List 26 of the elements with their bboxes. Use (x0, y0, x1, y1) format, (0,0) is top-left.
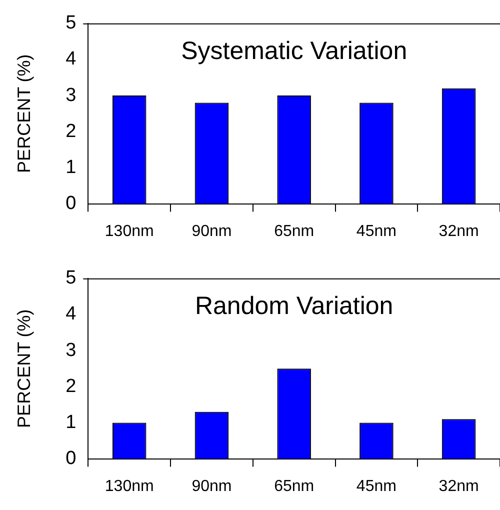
text: Random Variation (194, 292, 394, 320)
y-axis-title: PERCENT (%) (14, 309, 34, 428)
x-tick-label: 90nm (192, 478, 232, 495)
x-tick-label: 90nm (192, 222, 232, 240)
y-tick-label: 2 (66, 376, 76, 397)
x-tick-label: 65nm (274, 222, 314, 240)
y-tick-label: 3 (66, 340, 76, 361)
x-tick-label: 32nm (438, 478, 479, 495)
x-tick-label: 130nm (104, 478, 154, 495)
y-tick-label: 1 (66, 412, 76, 433)
y-tick-label: 0 (66, 448, 76, 470)
y-tick-label: 5 (66, 12, 76, 34)
x-tick-label: 65nm (274, 478, 314, 495)
y-tick-label: 5 (66, 268, 76, 289)
y-tick-label: 0 (66, 193, 76, 214)
x-tick-label: 45nm (356, 478, 396, 495)
y-tick-label: 2 (66, 120, 76, 142)
y-tick-label: 1 (66, 156, 76, 178)
text: Systematic Variation (181, 37, 408, 66)
x-tick-label: 130nm (104, 222, 154, 240)
x-tick-label: 32nm (438, 222, 479, 240)
y-tick-label: 4 (66, 304, 77, 325)
y-axis-title: PERCENT (%) (14, 54, 34, 173)
y-tick-label: 4 (66, 48, 77, 70)
x-tick-label: 45nm (356, 222, 396, 240)
y-tick-label: 3 (66, 84, 76, 106)
